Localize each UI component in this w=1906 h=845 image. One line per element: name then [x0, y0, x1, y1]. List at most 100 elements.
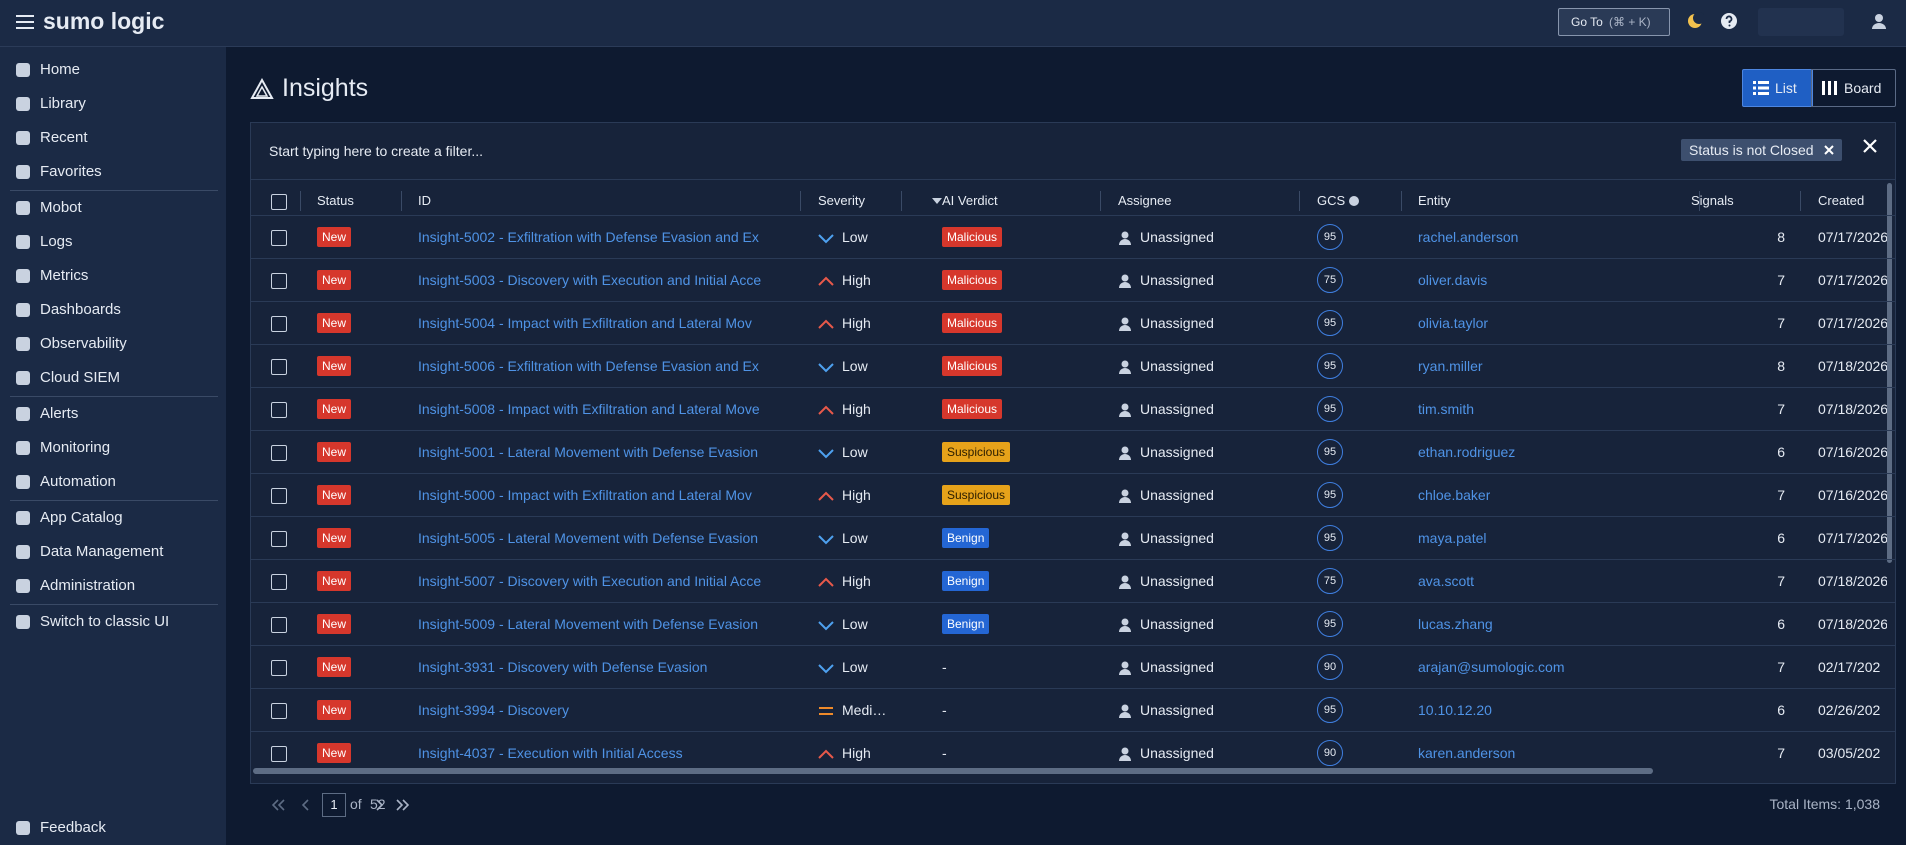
filter-chip[interactable]: Status is not Closed	[1681, 139, 1842, 161]
table-row[interactable]: New Insight-5006 - Exfiltration with Defe…	[251, 344, 1895, 388]
column-header[interactable]: GCS	[1317, 193, 1346, 208]
insight-link[interactable]: Insight-5000 - Impact with Exfiltration …	[418, 487, 752, 503]
table-row[interactable]: New Insight-5003 - Discovery with Executi…	[251, 258, 1895, 302]
row-checkbox[interactable]	[271, 230, 287, 246]
table-row[interactable]: New Insight-5005 - Lateral Movement with …	[251, 516, 1895, 560]
assignee[interactable]: Unassigned	[1140, 745, 1214, 761]
insight-link[interactable]: Insight-4037 - Execution with Initial Ac…	[418, 745, 683, 761]
board-view-button[interactable]: Board	[1811, 69, 1896, 107]
entity-link[interactable]: ryan.miller	[1418, 358, 1483, 374]
insight-link[interactable]: Insight-5007 - Discovery with Execution …	[418, 573, 762, 589]
nav-item[interactable]: Home	[0, 53, 226, 87]
nav-item[interactable]: Favorites	[0, 155, 226, 189]
nav-item[interactable]: Alerts	[0, 397, 226, 431]
entity-link[interactable]: 10.10.12.20	[1418, 702, 1492, 718]
user-icon[interactable]	[1870, 12, 1888, 30]
row-checkbox[interactable]	[271, 445, 287, 461]
entity-link[interactable]: tim.smith	[1418, 401, 1474, 417]
row-checkbox[interactable]	[271, 273, 287, 289]
column-header[interactable]: Status	[317, 193, 354, 208]
nav-item[interactable]: Observability	[0, 327, 226, 361]
row-checkbox[interactable]	[271, 703, 287, 719]
assignee[interactable]: Unassigned	[1140, 272, 1214, 288]
nav-item[interactable]: Mobot	[0, 191, 226, 225]
nav-item[interactable]: Monitoring	[0, 431, 226, 465]
entity-link[interactable]: rachel.anderson	[1418, 229, 1519, 245]
row-checkbox[interactable]	[271, 660, 287, 676]
header-checkbox[interactable]	[271, 194, 287, 210]
column-header[interactable]: ID	[418, 193, 431, 208]
column-header[interactable]: Signals	[1691, 193, 1734, 208]
nav-item[interactable]: Feedback	[0, 813, 226, 843]
assignee[interactable]: Unassigned	[1140, 573, 1214, 589]
row-checkbox[interactable]	[271, 531, 287, 547]
entity-link[interactable]: karen.anderson	[1418, 745, 1516, 761]
table-row[interactable]: New Insight-5000 - Impact with Exfiltrati…	[251, 473, 1895, 517]
table-row[interactable]: New Insight-5007 - Discovery with Executi…	[251, 559, 1895, 603]
assignee[interactable]: Unassigned	[1140, 530, 1214, 546]
nav-item[interactable]: Dashboards	[0, 293, 226, 327]
row-checkbox[interactable]	[271, 359, 287, 375]
table-row[interactable]: New Insight-5001 - Lateral Movement with …	[251, 430, 1895, 474]
assignee[interactable]: Unassigned	[1140, 229, 1214, 245]
column-header[interactable]: Entity	[1418, 193, 1451, 208]
assignee[interactable]: Unassigned	[1140, 616, 1214, 632]
entity-link[interactable]: maya.patel	[1418, 530, 1487, 546]
assignee[interactable]: Unassigned	[1140, 358, 1214, 374]
chip-remove[interactable]	[1823, 145, 1834, 155]
nav-item[interactable]: Logs	[0, 225, 226, 259]
v-scrollbar[interactable]	[1887, 183, 1892, 563]
page-input[interactable]: 1	[322, 793, 346, 817]
nav-item[interactable]: Data Management	[0, 535, 226, 569]
nav-item[interactable]: Administration	[0, 569, 226, 603]
insight-link[interactable]: Insight-5004 - Impact with Exfiltration …	[418, 315, 752, 331]
pager-arrows[interactable]	[270, 797, 430, 813]
row-checkbox[interactable]	[271, 402, 287, 418]
goto-button[interactable]: Go To (⌘ + K)	[1558, 8, 1670, 36]
assignee[interactable]: Unassigned	[1140, 702, 1214, 718]
table-row[interactable]: New Insight-4037 - Execution with Initial…	[251, 731, 1895, 775]
insight-link[interactable]: Insight-5006 - Exfiltration with Defense…	[418, 358, 759, 374]
table-row[interactable]: New Insight-5009 - Lateral Movement with …	[251, 602, 1895, 646]
row-checkbox[interactable]	[271, 316, 287, 332]
insight-link[interactable]: Insight-5002 - Exfiltration with Defense…	[418, 229, 759, 245]
clear-filters[interactable]	[1863, 139, 1877, 153]
table-row[interactable]: New Insight-5002 - Exfiltration with Defe…	[251, 215, 1895, 259]
org-box[interactable]	[1758, 8, 1844, 36]
nav-item[interactable]: Recent	[0, 121, 226, 155]
table-row[interactable]: New Insight-5004 - Impact with Exfiltrati…	[251, 301, 1895, 345]
insight-link[interactable]: Insight-5003 - Discovery with Execution …	[418, 272, 762, 288]
column-header[interactable]: AI Verdict	[942, 193, 998, 208]
theme-icon[interactable]	[1686, 12, 1704, 30]
entity-link[interactable]: ava.scott	[1418, 573, 1475, 589]
insight-link[interactable]: Insight-5008 - Impact with Exfiltration …	[418, 401, 760, 417]
help-icon[interactable]	[1720, 12, 1738, 30]
entity-link[interactable]: ethan.rodriguez	[1418, 444, 1516, 460]
list-view-button[interactable]: List	[1742, 69, 1813, 107]
insight-link[interactable]: Insight-3931 - Discovery with Defense Ev…	[418, 659, 708, 675]
assignee[interactable]: Unassigned	[1140, 487, 1214, 503]
entity-link[interactable]: chloe.baker	[1418, 487, 1491, 503]
menu-icon[interactable]	[16, 14, 34, 30]
nav-item[interactable]: Automation	[0, 465, 226, 499]
row-checkbox[interactable]	[271, 617, 287, 633]
nav-item[interactable]: App Catalog	[0, 501, 226, 535]
insight-link[interactable]: Insight-5005 - Lateral Movement with Def…	[418, 530, 759, 546]
nav-item[interactable]: Metrics	[0, 259, 226, 293]
h-scrollbar[interactable]	[253, 768, 1653, 774]
nav-item[interactable]: Switch to classic UI	[0, 605, 226, 639]
assignee[interactable]: Unassigned	[1140, 401, 1214, 417]
row-checkbox[interactable]	[271, 574, 287, 590]
table-row[interactable]: New Insight-3931 - Discovery with Defense…	[251, 645, 1895, 689]
row-checkbox[interactable]	[271, 488, 287, 504]
entity-link[interactable]: olivia.taylor	[1418, 315, 1489, 331]
assignee[interactable]: Unassigned	[1140, 659, 1214, 675]
entity-link[interactable]: arajan@sumologic.com	[1418, 659, 1565, 675]
column-header[interactable]: Severity	[818, 193, 865, 208]
entity-link[interactable]: lucas.zhang	[1418, 616, 1493, 632]
table-row[interactable]: New Insight-5008 - Impact with Exfiltrati…	[251, 387, 1895, 431]
assignee[interactable]: Unassigned	[1140, 315, 1214, 331]
filter-input[interactable]: Start typing here to create a filter...	[269, 143, 483, 159]
table-row[interactable]: New Insight-3994 - Discovery Medium - Unassi…	[251, 688, 1895, 732]
column-header[interactable]: Created	[1818, 193, 1865, 208]
